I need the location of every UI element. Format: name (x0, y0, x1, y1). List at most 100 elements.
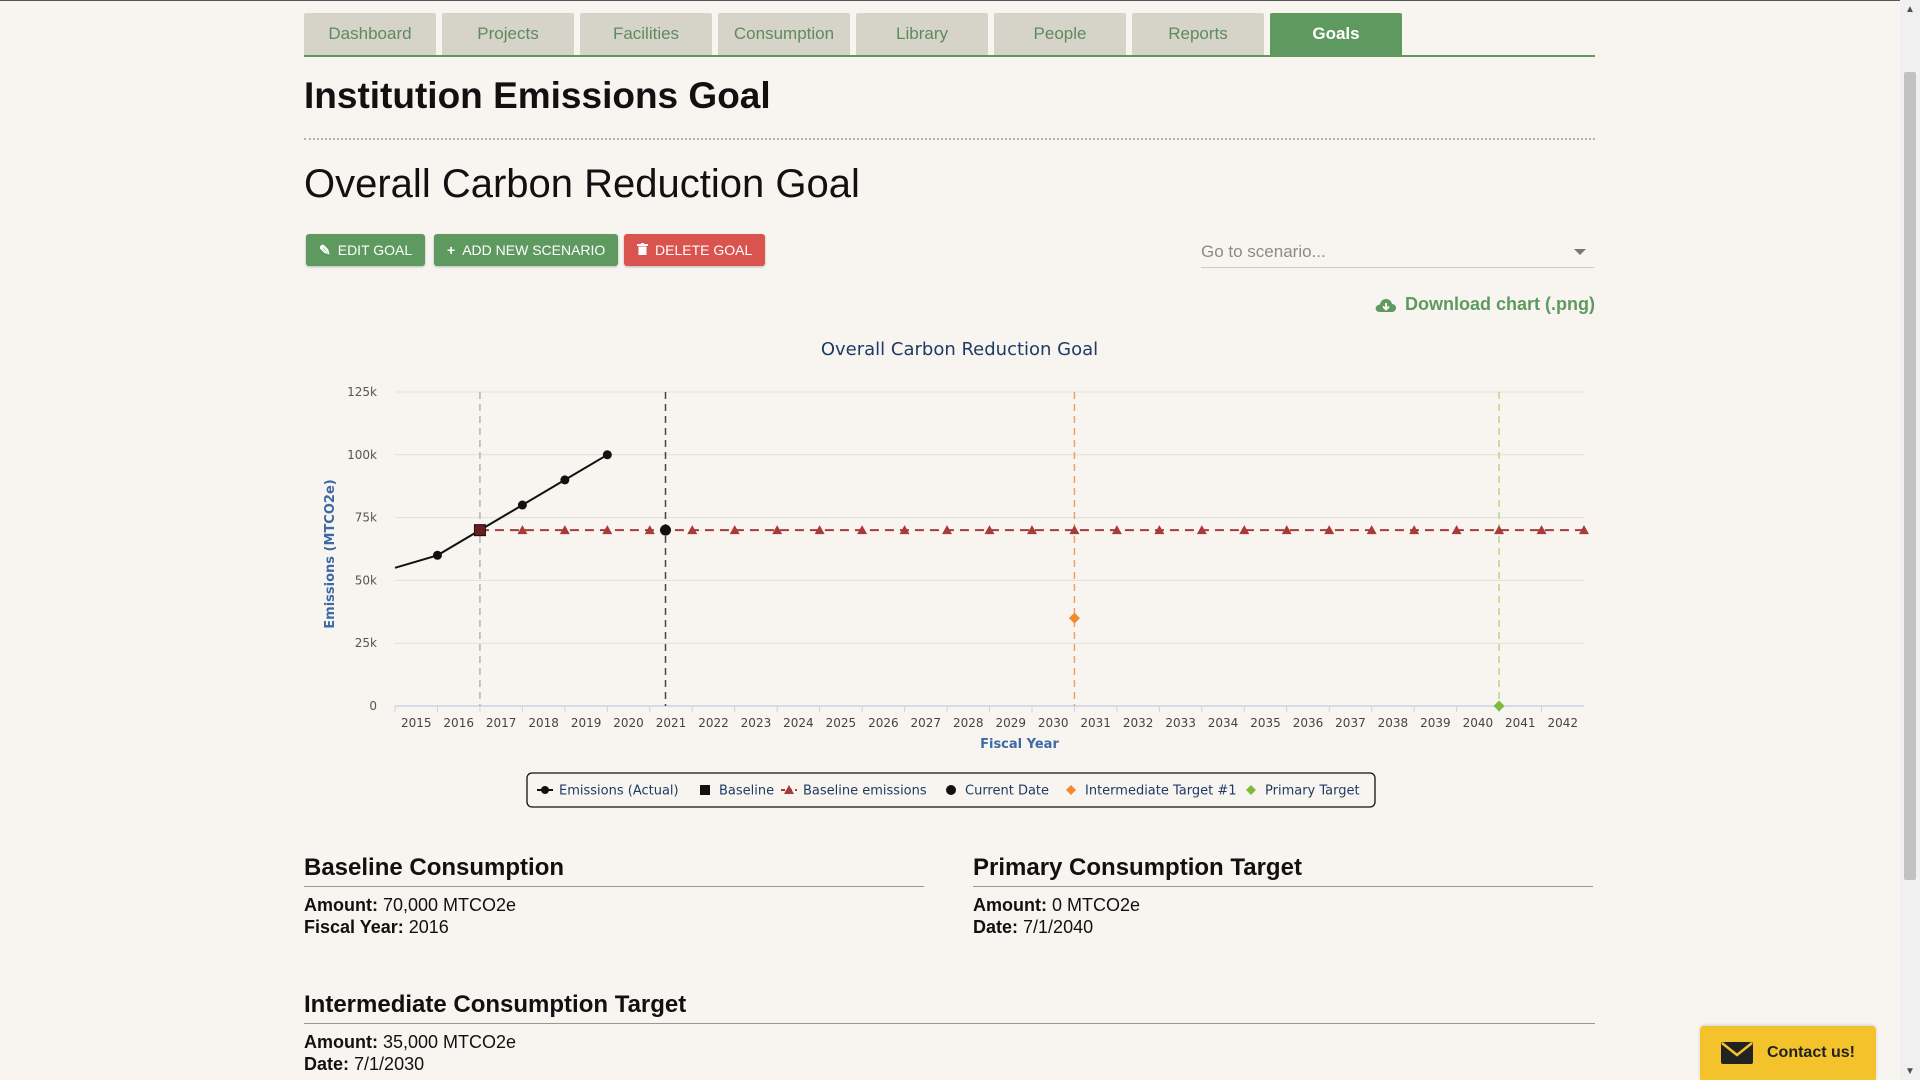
tab-reports[interactable]: Reports (1132, 13, 1264, 55)
emissions-actual-point (560, 475, 570, 485)
legend-symbol (1246, 785, 1256, 795)
x-tick-label: 2016 (443, 716, 474, 730)
scenario-select[interactable]: Go to scenario... (1201, 237, 1594, 268)
chart-title: Overall Carbon Reduction Goal (821, 339, 1098, 360)
baseline-emissions-point (1451, 525, 1462, 535)
scenario-placeholder: Go to scenario... (1201, 242, 1326, 261)
tab-library[interactable]: Library (856, 13, 988, 55)
x-tick-label: 2024 (783, 716, 814, 730)
x-tick-label: 2020 (613, 716, 644, 730)
baseline-emissions-point (1409, 525, 1420, 535)
x-tick-label: 2041 (1505, 716, 1536, 730)
primary-target-info: Amount: 0 MTCO2e Date: 7/1/2040 (973, 894, 1140, 938)
x-tick-label: 2025 (826, 716, 857, 730)
baseline-emissions-point (1494, 525, 1505, 535)
x-tick-label: 2018 (528, 716, 559, 730)
scroll-down-icon[interactable]: ▼ (1905, 1065, 1915, 1077)
contact-us-button[interactable]: Contact us! (1700, 1026, 1876, 1080)
baseline-emissions-point (602, 525, 613, 535)
legend-item-label: Intermediate Target #1 (1085, 784, 1237, 799)
edit-goal-label: EDIT GOAL (337, 242, 413, 258)
delete-goal-button[interactable]: DELETE GOAL (624, 234, 766, 266)
baseline-emissions-point (559, 525, 570, 535)
primary-date-label: Date: (973, 917, 1019, 937)
y-tick-label: 50k (355, 573, 377, 587)
baseline-emissions-point (1196, 525, 1207, 535)
legend-item-label: Primary Target (1265, 784, 1360, 799)
tab-dashboard[interactable]: Dashboard (304, 13, 436, 55)
tab-goals[interactable]: Goals (1270, 13, 1402, 55)
x-axis-title: Fiscal Year (980, 737, 1059, 752)
baseline-emissions-point (772, 525, 783, 535)
main-content: Dashboard Projects Facilities Consumptio… (304, 0, 1595, 1080)
intermediate-target-info: Amount: 35,000 MTCO2e Date: 7/1/2030 (304, 1031, 516, 1075)
edit-icon: ✎ (319, 241, 331, 258)
legend-symbol (700, 785, 710, 795)
x-tick-label: 2027 (911, 716, 942, 730)
baseline-emissions-point (1239, 525, 1250, 535)
primary-amount: 0 MTCO2e (1052, 895, 1141, 915)
x-tick-label: 2036 (1293, 716, 1324, 730)
x-tick-label: 2029 (995, 716, 1026, 730)
tab-people[interactable]: People (994, 13, 1126, 55)
primary-target-point (1493, 700, 1505, 712)
primary-date: 7/1/2040 (1023, 917, 1094, 937)
scroll-thumb[interactable] (1904, 72, 1916, 880)
envelope-icon (1721, 1042, 1753, 1064)
legend-symbol (784, 785, 794, 794)
x-tick-label: 2038 (1378, 716, 1409, 730)
legend-item-label: Baseline emissions (803, 784, 927, 799)
tab-projects[interactable]: Projects (442, 13, 574, 55)
delete-goal-label: DELETE GOAL (655, 242, 753, 258)
baseline-emissions-point (1324, 525, 1335, 535)
baseline-emissions-point (857, 525, 868, 535)
baseline-info: Amount: 70,000 MTCO2e Fiscal Year: 2016 (304, 894, 516, 938)
legend-symbol (541, 786, 549, 794)
emissions-actual-line (394, 453, 608, 569)
baseline-emissions-point (942, 525, 953, 535)
intermediate-amount: 35,000 MTCO2e (383, 1032, 517, 1052)
x-tick-label: 2031 (1080, 716, 1111, 730)
download-chart-label: Download chart (.png) (1405, 294, 1595, 314)
goal-title: Overall Carbon Reduction Goal (304, 162, 860, 206)
y-tick-label: 100k (347, 448, 377, 462)
tab-facilities[interactable]: Facilities (580, 13, 712, 55)
x-tick-label: 2042 (1547, 716, 1578, 730)
trash-icon (637, 242, 648, 258)
y-tick-label: 75k (355, 511, 377, 525)
scrollbar[interactable]: ▲ ▼ (1900, 0, 1920, 1080)
primary-target-heading: Primary Consumption Target (973, 854, 1593, 887)
baseline-emissions-point (687, 525, 698, 535)
intermediate-target-point (1068, 612, 1080, 624)
intermediate-date-label: Date: (304, 1054, 350, 1074)
y-tick-label: 125k (347, 385, 377, 399)
x-tick-label: 2034 (1208, 716, 1239, 730)
baseline-year: 2016 (408, 917, 449, 937)
add-scenario-label: ADD NEW SCENARIO (462, 242, 606, 258)
baseline-heading: Baseline Consumption (304, 854, 924, 887)
x-tick-label: 2017 (486, 716, 517, 730)
tab-consumption[interactable]: Consumption (718, 13, 850, 55)
legend-item-label: Baseline (719, 784, 774, 799)
plus-icon: + (447, 242, 456, 258)
baseline-amount-label: Amount: (304, 895, 378, 915)
x-tick-label: 2019 (571, 716, 602, 730)
y-axis-title: Emissions (MTCO2e) (323, 479, 338, 628)
window-top-border (0, 0, 1920, 1)
scroll-up-icon[interactable]: ▲ (1905, 3, 1915, 15)
baseline-amount: 70,000 MTCO2e (383, 895, 517, 915)
intermediate-target-heading: Intermediate Consumption Target (304, 991, 1595, 1024)
baseline-emissions-point (1154, 525, 1165, 535)
baseline-emissions-point (814, 525, 825, 535)
x-tick-label: 2035 (1250, 716, 1281, 730)
page-title: Institution Emissions Goal (304, 75, 771, 116)
baseline-point (473, 524, 486, 537)
download-chart-link[interactable]: Download chart (.png) (1375, 294, 1595, 315)
baseline-emissions-point (1281, 525, 1292, 535)
baseline-emissions-point (1111, 525, 1122, 535)
intermediate-amount-label: Amount: (304, 1032, 378, 1052)
x-tick-label: 2030 (1038, 716, 1069, 730)
add-scenario-button[interactable]: + ADD NEW SCENARIO (434, 234, 619, 266)
baseline-emissions-point (729, 525, 740, 535)
edit-goal-button[interactable]: ✎ EDIT GOAL (306, 234, 426, 266)
